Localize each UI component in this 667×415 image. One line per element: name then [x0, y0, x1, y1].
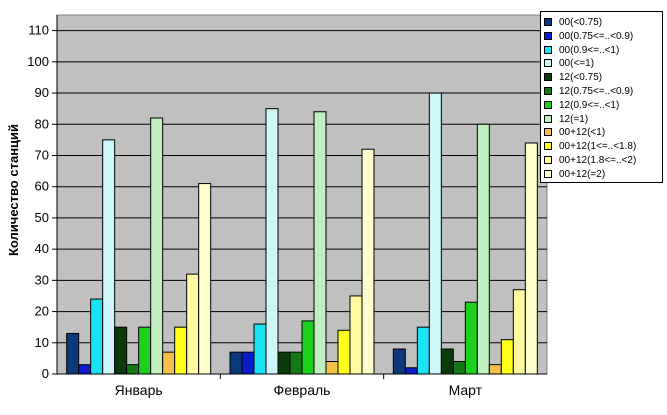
bar	[66, 332, 80, 375]
bar	[150, 117, 164, 375]
legend-label: 12(0.75<=..<0.9)	[559, 86, 634, 97]
legend-swatch	[544, 18, 552, 26]
y-tick-label: 80	[35, 116, 49, 131]
legend-label: 12(=1)	[559, 113, 589, 125]
bar	[102, 139, 116, 375]
y-tick-label: 70	[35, 147, 49, 162]
bar	[428, 92, 442, 375]
bar	[277, 351, 291, 375]
bar	[349, 295, 363, 375]
legend-label: 00(<0.75)	[559, 17, 603, 28]
bar	[464, 301, 478, 375]
bar	[289, 351, 303, 375]
legend-label: 00+12(1<=..<1.8)	[559, 141, 637, 153]
bar	[138, 326, 152, 375]
x-tick-label: Март	[449, 382, 483, 398]
bar	[90, 298, 104, 375]
legend-label: 00(<=1)	[559, 58, 595, 70]
legend-swatch	[544, 73, 552, 82]
bar	[126, 364, 140, 375]
bar	[186, 273, 200, 375]
y-tick-label: 90	[35, 85, 49, 100]
legend-label: 00(0.75<=..<0.9)	[559, 30, 634, 42]
legend: 00(<0.75) 00(0.75<=..<0.9) 00(0.9<=..<1) 00…	[540, 11, 663, 183]
legend-swatch	[544, 59, 552, 68]
legend-swatch	[544, 128, 552, 137]
legend-label: 00(0.9<=..<1)	[559, 44, 620, 56]
legend-swatch	[544, 156, 552, 164]
bar	[301, 320, 315, 375]
legend-swatch	[544, 31, 552, 40]
legend-label: 00+12(=2)	[559, 168, 606, 180]
x-tick-label: Январь	[115, 382, 163, 398]
bar	[241, 351, 255, 375]
bar	[361, 148, 375, 375]
y-tick-label: 100	[27, 54, 49, 69]
y-tick-label: 60	[35, 179, 49, 194]
bar	[198, 183, 212, 375]
bar	[265, 108, 279, 375]
bar	[512, 289, 526, 375]
bar	[524, 142, 538, 375]
y-tick-label: 10	[35, 335, 49, 350]
bar	[452, 361, 466, 375]
bar	[416, 326, 430, 375]
bar	[162, 351, 176, 375]
bar	[404, 367, 418, 375]
legend-label: 00+12(1.8<=..<2)	[559, 155, 637, 166]
legend-swatch	[544, 114, 552, 123]
bar	[174, 326, 188, 375]
bar	[253, 323, 267, 375]
bar	[78, 364, 92, 375]
bar	[476, 123, 490, 375]
bar	[488, 364, 502, 375]
bar	[337, 329, 351, 375]
bar	[325, 361, 339, 375]
y-tick-label: 50	[35, 210, 49, 225]
bar	[440, 348, 454, 375]
legend-swatch	[544, 87, 552, 95]
bar	[229, 351, 243, 375]
legend-label: 12(<0.75)	[559, 72, 603, 84]
y-tick-label: 110	[28, 23, 49, 38]
plot-area: 0 10 20 30 40 50 60 70 80 90 100 110 Январь Февраль Ма…	[27, 14, 548, 398]
legend-swatch	[544, 100, 552, 109]
bar	[500, 339, 514, 375]
legend-swatch	[544, 142, 552, 151]
legend-label: 12(0.9<=..<1)	[559, 99, 620, 111]
legend-swatch	[544, 169, 552, 178]
y-axis-label: Количество станций	[6, 124, 21, 256]
x-tick-label: Февраль	[274, 382, 331, 398]
bar	[313, 111, 327, 375]
bar	[114, 326, 128, 375]
y-tick-label: 20	[35, 304, 49, 319]
y-tick-label: 30	[35, 272, 49, 287]
bar	[392, 348, 406, 375]
y-tick-label: 0	[42, 366, 49, 381]
legend-swatch	[544, 45, 552, 54]
y-tick-label: 40	[35, 241, 49, 256]
legend-label: 00+12(<1)	[559, 127, 606, 139]
